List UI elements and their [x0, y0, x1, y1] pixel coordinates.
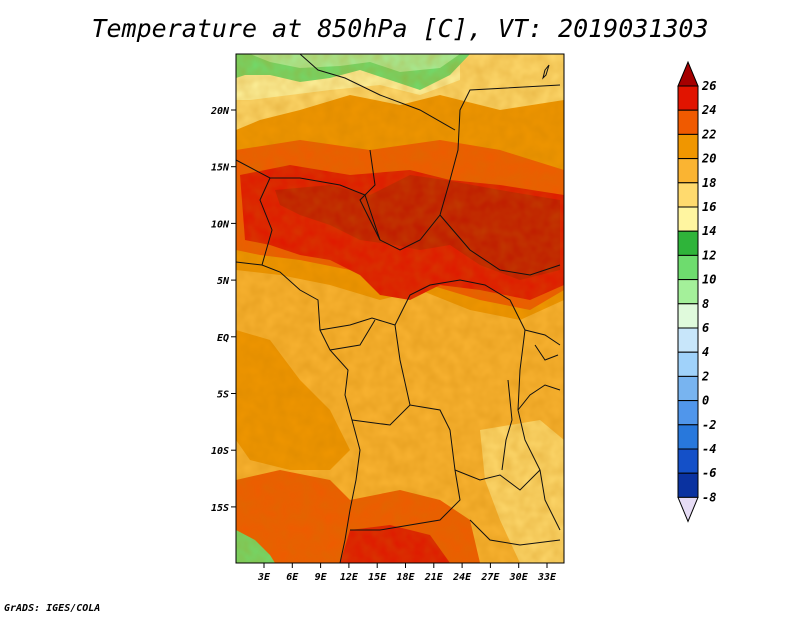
colorbar-label: 12	[702, 248, 716, 262]
colorbar-label: -2	[702, 418, 716, 432]
colorbar-swatch	[677, 158, 699, 184]
colorbar-swatch	[677, 375, 699, 402]
colorbar-label: 6	[702, 321, 709, 335]
colorbar-swatch	[677, 85, 699, 111]
lake-outline	[542, 64, 550, 80]
border-line	[319, 279, 561, 531]
country-borders	[236, 54, 561, 563]
colorbar-label: 2	[701, 369, 709, 383]
colorbar-label: 10	[702, 273, 716, 287]
colorbar-label: 14	[702, 224, 716, 238]
border-line	[259, 177, 273, 266]
longitude-axis: 3E 6E 9E 12E 15E 18E 21E 24E 27E 30E 33E	[257, 563, 557, 583]
colorbar-label: 0	[702, 394, 709, 408]
colorbar-swatch	[677, 254, 699, 281]
border-line	[236, 84, 561, 251]
lon-tick-label: 33E	[537, 572, 557, 583]
border-line	[329, 319, 376, 351]
border-line	[394, 324, 411, 406]
colorbar-swatch	[677, 424, 699, 450]
colorbar-swatch	[677, 133, 699, 160]
lat-tick-label: 10S	[211, 446, 229, 457]
lon-tick-label: 12E	[340, 572, 359, 583]
colorbar-swatch	[677, 303, 699, 329]
lat-tick-label: 15S	[211, 503, 229, 514]
lon-tick-label: 21E	[424, 572, 444, 583]
border-line	[517, 384, 561, 411]
colorbar-swatch	[677, 327, 699, 353]
border-line	[299, 54, 456, 131]
colorbar-label: 26	[701, 79, 716, 93]
border-line	[359, 149, 381, 241]
lon-tick-label: 24E	[452, 572, 472, 583]
lat-tick-label: 5N	[217, 276, 230, 287]
chart-title: Temperature at 850hPa [C], VT: 201903130…	[91, 14, 709, 43]
border-line	[236, 261, 361, 563]
colorbar-swatch	[677, 206, 699, 232]
border-line	[439, 214, 561, 276]
border-line	[454, 469, 541, 491]
colorbar-swatch	[677, 400, 699, 426]
lon-tick-label: 30E	[509, 572, 529, 583]
lat-tick-label: 5S	[217, 390, 229, 401]
colorbar-label: 24	[701, 103, 716, 117]
colorbar-swatch	[677, 279, 699, 305]
colorbar-label: -6	[702, 466, 716, 480]
colorbar-label: -4	[702, 442, 716, 456]
lon-tick-label: 9E	[315, 572, 328, 583]
temperature-field	[236, 54, 564, 563]
colorbar-label: 4	[702, 345, 709, 359]
colorbar-label: -8	[702, 490, 716, 504]
colorbar-label: 22	[701, 127, 716, 141]
lon-tick-label: 27E	[480, 572, 500, 583]
map-frame	[235, 53, 565, 564]
credit-text: GrADS: IGES/COLA	[4, 603, 101, 614]
colorbar-swatch	[677, 230, 699, 256]
border-line	[469, 519, 561, 546]
lake-outline	[501, 379, 513, 471]
colorbar-label: 18	[702, 176, 716, 190]
colorbar-overflow-bottom	[677, 496, 699, 523]
colorbar-swatch	[677, 472, 699, 498]
colorbar-label: 8	[702, 297, 709, 311]
lat-tick-label: 15N	[211, 163, 230, 174]
lat-tick-label: 20N	[210, 106, 230, 117]
lon-tick-label: 3E	[257, 572, 271, 583]
lat-tick-label: EQ	[217, 333, 229, 344]
lon-tick-label: 15E	[368, 572, 387, 583]
colorbar-swatch	[677, 182, 699, 208]
colorbar-label: 16	[702, 200, 716, 214]
colorbar-overflow-top	[677, 60, 699, 87]
colorbar-swatch	[677, 109, 699, 135]
colorbar-swatch	[677, 448, 699, 474]
border-line	[524, 329, 561, 361]
colorbar-label: 20	[701, 152, 716, 166]
lat-tick-label: 10N	[211, 219, 230, 230]
latitude-axis: 20N 15N 10N 5N EQ 5S 10S 15S	[210, 106, 236, 514]
lon-tick-label: 6E	[286, 572, 299, 583]
colorbar-swatch	[677, 351, 699, 377]
lon-tick-label: 18E	[396, 572, 415, 583]
